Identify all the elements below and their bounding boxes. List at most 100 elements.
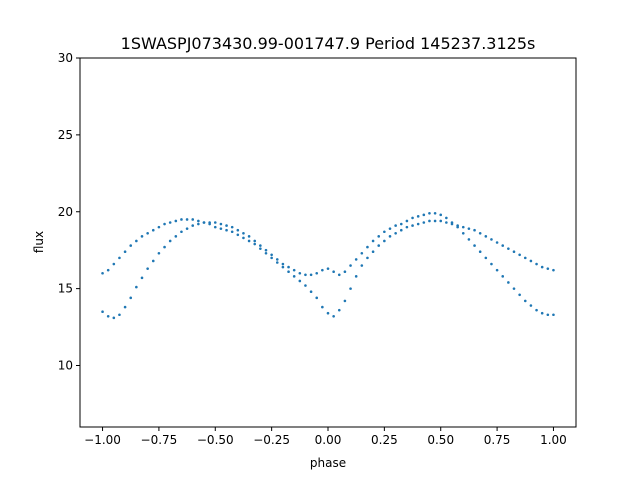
scatter-point: [292, 268, 296, 272]
scatter-point: [259, 247, 262, 250]
scatter-point: [146, 231, 149, 235]
scatter-point: [292, 275, 296, 278]
scatter-point: [394, 231, 397, 235]
scatter-point: [197, 222, 200, 226]
scatter-point: [112, 262, 116, 266]
scatter-point: [219, 227, 223, 230]
scatter-point: [523, 256, 527, 260]
scatter-point: [546, 267, 550, 270]
scatter-point: [315, 271, 319, 275]
scatter-point: [236, 228, 240, 232]
scatter-point: [185, 218, 189, 221]
scatter-point: [552, 268, 555, 272]
scatter-point: [354, 258, 358, 261]
scatter-point: [281, 262, 285, 266]
scatter-point: [332, 270, 335, 274]
scatter-point: [495, 241, 499, 244]
scatter-point: [197, 219, 200, 223]
scatter-point: [225, 224, 228, 227]
scatter-point: [101, 310, 104, 313]
scatter-point: [501, 244, 505, 247]
scatter-point: [478, 231, 482, 235]
scatter-point: [213, 221, 217, 224]
scatter-point: [405, 225, 409, 229]
scatter-point: [411, 216, 414, 220]
scatter-point: [518, 253, 521, 257]
x-tick-label: 0.25: [371, 433, 398, 447]
scatter-point: [118, 256, 121, 260]
scatter-point: [450, 221, 454, 224]
scatter-point: [163, 222, 166, 226]
scatter-point: [146, 267, 149, 270]
scatter-point: [507, 281, 510, 284]
scatter-point: [540, 265, 544, 269]
scatter-point: [394, 224, 397, 227]
scatter-point: [428, 211, 431, 215]
scatter-point: [202, 221, 206, 224]
scatter-point: [118, 313, 121, 317]
scatter-point: [518, 293, 521, 297]
scatter-point: [275, 258, 279, 261]
scatter-point: [349, 287, 352, 290]
scatter-point: [433, 219, 437, 223]
scatter-point: [309, 290, 313, 294]
scatter-point: [270, 253, 273, 257]
scatter-point: [129, 296, 133, 300]
scatter-point: [478, 250, 482, 254]
scatter-point: [191, 218, 195, 221]
scatter-point: [253, 242, 257, 246]
scatter-point: [106, 315, 110, 318]
scatter-point: [287, 270, 290, 274]
scatter-point: [416, 222, 420, 226]
scatter-point: [230, 225, 234, 229]
scatter-point: [123, 305, 127, 309]
scatter-point: [253, 239, 257, 243]
x-tick-label: −0.50: [197, 433, 234, 447]
scatter-point: [490, 238, 493, 241]
scatter-point: [546, 313, 550, 317]
scatter-point: [309, 273, 313, 277]
scatter-point: [405, 219, 409, 223]
scatter-point: [247, 239, 251, 243]
scatter-point: [106, 268, 110, 272]
scatter-point: [366, 256, 369, 260]
scatter-point: [366, 245, 369, 249]
x-tick-label: −0.25: [253, 433, 290, 447]
scatter-point: [501, 275, 505, 278]
scatter-point: [208, 221, 211, 224]
scatter-point: [383, 239, 386, 243]
scatter-point: [512, 250, 516, 254]
scatter-point: [456, 225, 459, 229]
scatter-point: [473, 244, 476, 247]
scatter-point: [529, 304, 533, 307]
y-axis-ticks: 10 15 20 25 30: [58, 51, 80, 373]
scatter-point: [473, 228, 476, 232]
scatter-point: [371, 250, 375, 254]
scatter-point: [467, 227, 471, 230]
scatter-point: [191, 224, 195, 227]
y-tick-label: 20: [58, 205, 73, 219]
x-tick-label: −1.00: [84, 433, 121, 447]
scatter-point: [416, 215, 420, 218]
scatter-point: [135, 239, 138, 243]
scatter-point: [174, 219, 178, 223]
x-tick-label: 0.00: [315, 433, 342, 447]
scatter-point: [507, 247, 510, 250]
scatter-point: [552, 313, 555, 317]
scatter-point: [360, 264, 364, 267]
scatter-point: [467, 238, 471, 241]
scatter-point: [326, 267, 330, 270]
scatter-point: [242, 231, 245, 235]
scatter-point: [371, 239, 375, 243]
scatter-point: [377, 235, 381, 238]
scatter-point: [399, 228, 403, 232]
scatter-point: [281, 265, 285, 269]
scatter-point: [484, 256, 488, 260]
scatter-point: [168, 221, 172, 224]
scatter-point: [304, 273, 307, 277]
scatter-point: [540, 311, 544, 315]
scatter-point: [523, 299, 527, 303]
scatter-point: [219, 222, 223, 226]
scatter-point: [101, 271, 104, 275]
